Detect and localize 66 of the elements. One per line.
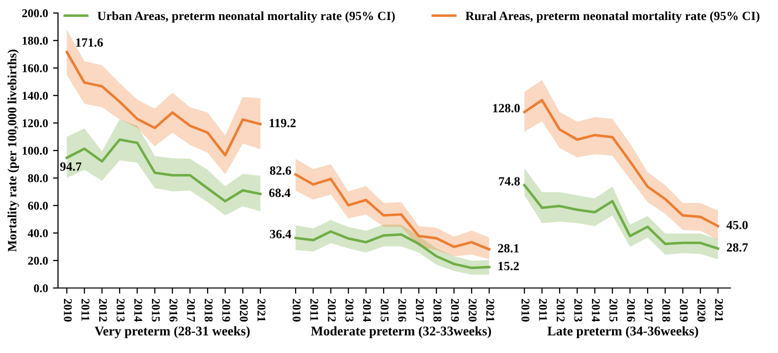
data-label: 15.2 <box>498 262 519 270</box>
x-tick-label: 2010 <box>64 298 72 322</box>
x-tick-label: 2018 <box>204 298 213 322</box>
y-tick-label: 120.0 <box>22 119 48 128</box>
x-tick-label: 2011 <box>81 298 90 321</box>
x-tick-label: 2021 <box>486 298 494 322</box>
x-tick-label: 2019 <box>451 298 460 322</box>
y-tick-label: 60.0 <box>28 202 48 210</box>
x-axis-title: Late preterm (34-36weeks) <box>547 326 698 338</box>
y-tick-label: 140.0 <box>22 92 48 100</box>
x-tick-label: 2010 <box>521 298 530 322</box>
x-axis-title: Very preterm (28-31 weeks) <box>94 326 250 338</box>
x-tick-label: 2021 <box>715 298 724 322</box>
x-tick-label: 2012 <box>556 298 565 322</box>
y-tick-label: 20.0 <box>28 256 48 265</box>
data-label: 82.6 <box>270 166 292 175</box>
data-label: 45.0 <box>726 220 748 230</box>
x-tick-label: 2016 <box>169 298 178 322</box>
x-tick-label: 2021 <box>257 298 266 322</box>
legend-label: Urban Areas, preterm neonatal mortality rate (95% CI) <box>98 11 395 23</box>
x-tick-label: 2017 <box>644 298 653 322</box>
y-tick-label: 100.0 <box>22 146 48 155</box>
x-tick-label: 2010 <box>292 298 301 322</box>
x-tick-label: 2016 <box>627 298 636 322</box>
x-tick-label: 2013 <box>574 298 582 322</box>
x-tick-label: 2020 <box>468 298 477 322</box>
x-tick-label: 2013 <box>345 298 354 322</box>
data-label: 28.1 <box>498 244 519 253</box>
x-tick-label: 2016 <box>398 298 406 322</box>
data-label: 28.7 <box>726 243 748 252</box>
data-label: 68.4 <box>269 188 290 198</box>
x-tick-label: 2014 <box>592 298 600 322</box>
x-tick-label: 2014 <box>363 298 372 322</box>
x-tick-label: 2011 <box>539 298 548 321</box>
data-label: 94.7 <box>60 162 82 171</box>
x-tick-label: 2012 <box>328 298 336 322</box>
data-label: 74.8 <box>499 177 520 186</box>
y-tick-label: 80.0 <box>28 174 48 182</box>
y-tick-label: 180.0 <box>22 36 48 45</box>
x-tick-label: 2013 <box>116 298 125 322</box>
y-tick-label: 40.0 <box>28 229 48 238</box>
x-tick-label: 2015 <box>609 298 618 322</box>
y-axis-title: Mortality rate (per 100,000 livebirths) <box>8 50 19 252</box>
y-tick-label: 0.0 <box>34 284 48 292</box>
data-label: 36.4 <box>270 230 292 238</box>
x-tick-label: 2017 <box>416 298 424 322</box>
x-axis-title: Moderate preterm (32-33weeks) <box>311 326 491 338</box>
x-tick-label: 2014 <box>134 298 142 322</box>
x-tick-label: 2020 <box>240 298 248 322</box>
data-label: 128.0 <box>493 104 520 112</box>
x-tick-label: 2015 <box>152 298 160 322</box>
line-series <box>66 50 262 156</box>
x-tick-label: 2018 <box>433 298 442 322</box>
y-tick-label: 160.0 <box>22 64 48 72</box>
legend-label: Rural Areas, preterm neonatal mortality rate (95% CI) <box>466 11 760 23</box>
x-tick-label: 2018 <box>662 298 670 322</box>
y-tick-label: 200.0 <box>22 9 48 18</box>
data-label: 119.2 <box>270 118 296 128</box>
x-tick-label: 2020 <box>697 298 706 322</box>
x-tick-label: 2012 <box>99 298 108 322</box>
data-label: 171.6 <box>76 38 103 47</box>
x-tick-label: 2019 <box>680 298 688 322</box>
x-tick-label: 2019 <box>222 298 230 322</box>
x-tick-label: 2011 <box>310 298 318 321</box>
x-tick-label: 2017 <box>187 298 196 322</box>
x-tick-label: 2015 <box>380 298 389 322</box>
